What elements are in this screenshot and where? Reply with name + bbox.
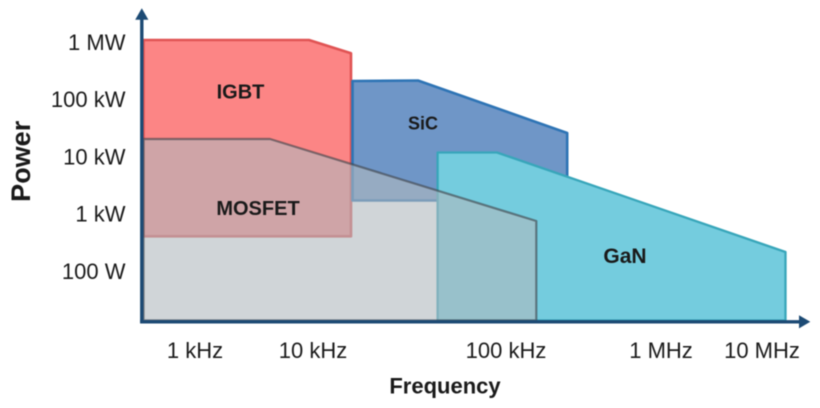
svg-text:IGBT: IGBT [217, 82, 265, 104]
svg-text:10 kHz: 10 kHz [279, 338, 347, 363]
svg-text:GaN: GaN [603, 245, 646, 268]
svg-text:1 kHz: 1 kHz [167, 338, 223, 363]
svg-text:1 kW: 1 kW [75, 202, 125, 227]
svg-text:Frequency: Frequency [389, 374, 501, 399]
svg-text:1 MW: 1 MW [68, 30, 126, 55]
svg-text:10 MHz: 10 MHz [724, 338, 800, 363]
svg-text:100 kW: 100 kW [51, 87, 126, 112]
svg-text:Power: Power [6, 120, 36, 202]
svg-text:MOSFET: MOSFET [216, 198, 299, 220]
svg-text:100 W: 100 W [62, 259, 126, 284]
svg-text:SiC: SiC [408, 114, 438, 134]
svg-text:10 kW: 10 kW [63, 144, 126, 169]
svg-text:1 MHz: 1 MHz [629, 338, 693, 363]
svg-text:100 kHz: 100 kHz [466, 338, 547, 363]
